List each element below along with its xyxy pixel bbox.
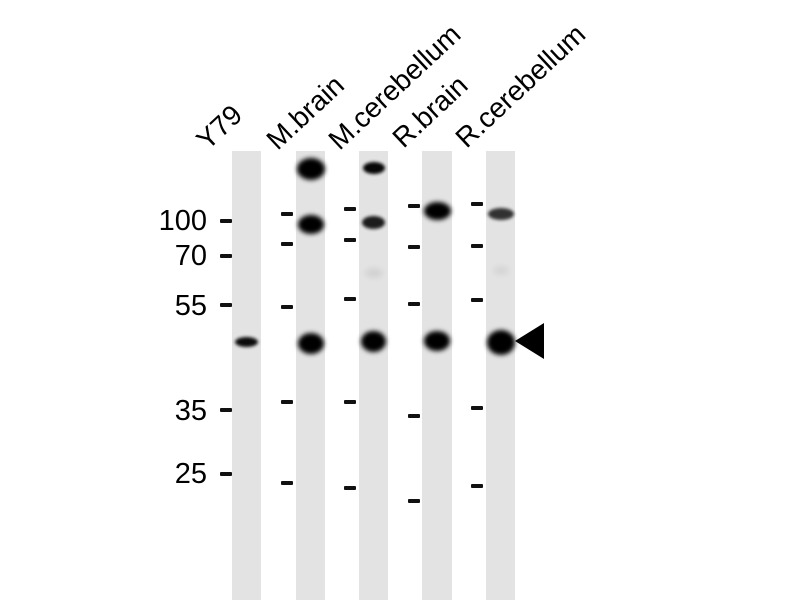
blot-band <box>235 337 258 347</box>
blot-band <box>424 331 450 351</box>
mw-label: 70 <box>174 240 207 272</box>
blot-band <box>487 208 514 220</box>
lane-strip <box>486 151 515 600</box>
lane-label: R.cerebellum <box>449 18 592 154</box>
lane-strip <box>232 151 261 600</box>
mw-tick <box>408 499 420 503</box>
blot-band <box>492 265 509 275</box>
blot-band <box>362 162 385 174</box>
lane-strip <box>422 151 452 600</box>
mw-tick <box>220 472 232 476</box>
mw-tick <box>220 303 232 307</box>
mw-tick <box>220 254 232 258</box>
blot-band <box>297 214 324 234</box>
lane-label: Y79 <box>190 98 249 156</box>
blot-band <box>423 202 451 220</box>
blot-band <box>296 158 325 180</box>
mw-tick <box>471 484 483 488</box>
mw-tick <box>220 408 232 412</box>
mw-tick <box>344 297 356 301</box>
mw-tick <box>344 486 356 490</box>
mw-tick <box>220 219 232 223</box>
mw-label: 35 <box>174 395 207 427</box>
mw-label: 55 <box>174 290 207 322</box>
mw-tick <box>471 244 483 248</box>
mw-tick <box>471 406 483 410</box>
mw-tick <box>344 207 356 211</box>
mw-tick <box>281 242 293 246</box>
arrowhead-icon <box>515 323 544 359</box>
mw-label: 100 <box>158 205 207 237</box>
blot-band <box>297 332 324 354</box>
blot-band <box>486 329 515 355</box>
blot-band <box>361 330 386 352</box>
mw-tick <box>471 298 483 302</box>
mw-tick <box>408 204 420 208</box>
mw-tick <box>281 305 293 309</box>
mw-tick <box>281 212 293 216</box>
mw-tick <box>408 245 420 249</box>
blot-band <box>362 215 385 229</box>
mw-tick <box>344 400 356 404</box>
blot-band <box>364 268 383 278</box>
mw-tick <box>344 238 356 242</box>
mw-tick <box>408 414 420 418</box>
mw-label: 25 <box>174 458 207 490</box>
mw-tick <box>281 481 293 485</box>
mw-tick <box>281 400 293 404</box>
mw-tick <box>471 202 483 206</box>
mw-tick <box>408 302 420 306</box>
